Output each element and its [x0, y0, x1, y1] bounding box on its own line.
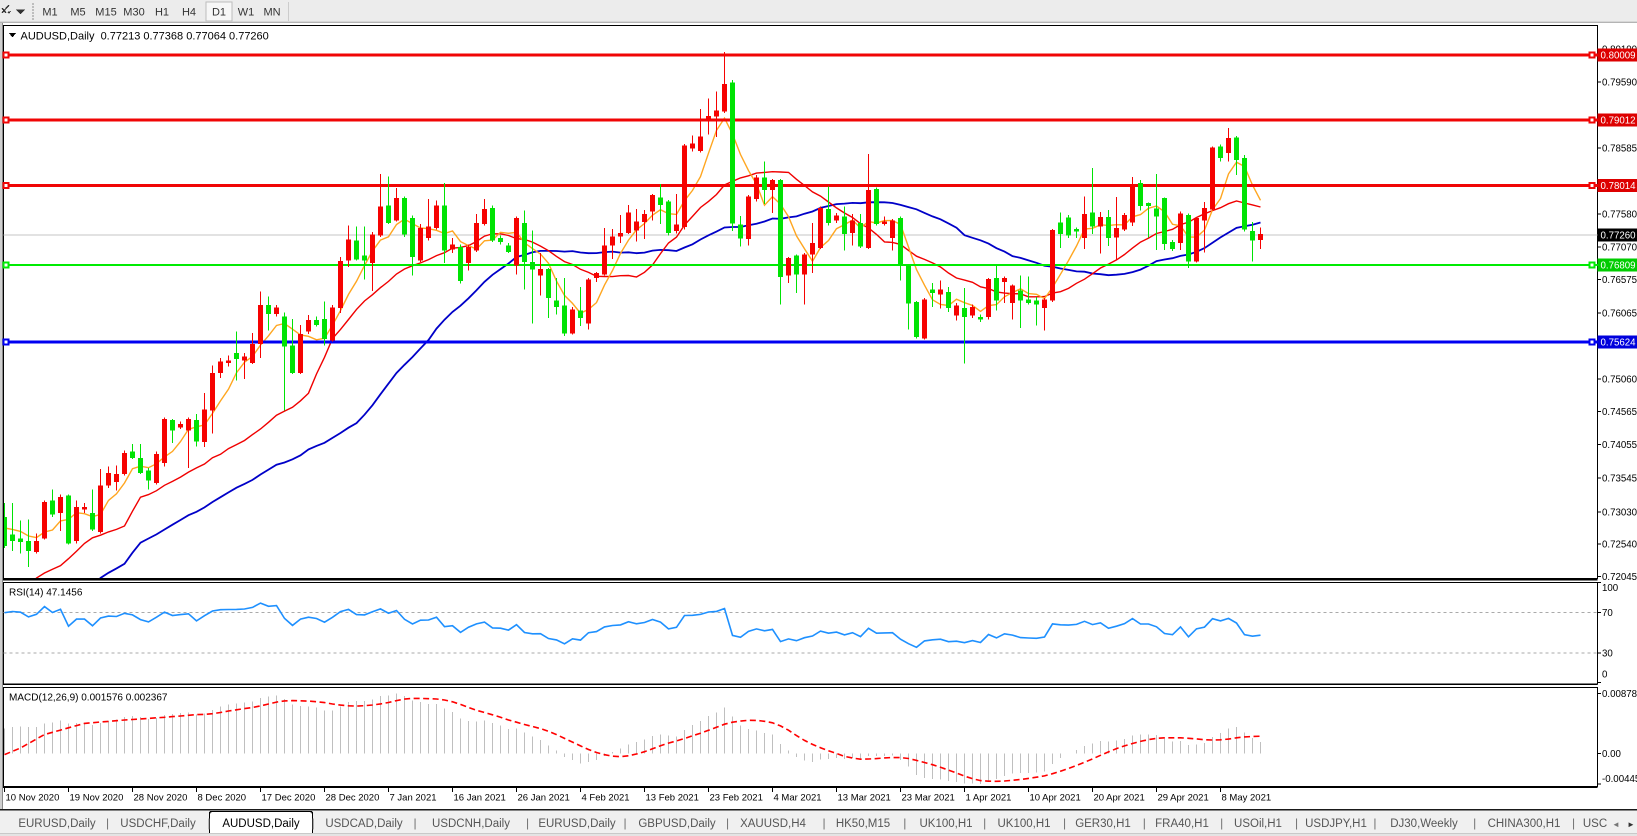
- svg-text:|: |: [413, 816, 416, 830]
- svg-text:0.73030: 0.73030: [1602, 507, 1637, 518]
- svg-text:0.80009: 0.80009: [1601, 51, 1636, 62]
- svg-text:►: ►: [1627, 820, 1635, 829]
- svg-text:100: 100: [1602, 583, 1619, 594]
- svg-text:4 Mar 2021: 4 Mar 2021: [774, 793, 822, 804]
- svg-text:|: |: [207, 816, 210, 830]
- svg-text:0.008782: 0.008782: [1602, 689, 1637, 700]
- svg-text:0.76065: 0.76065: [1602, 309, 1637, 320]
- svg-text:0.76575: 0.76575: [1602, 275, 1637, 286]
- svg-text:0.79012: 0.79012: [1601, 116, 1636, 127]
- svg-text:USDJPY,H1: USDJPY,H1: [1305, 818, 1367, 830]
- svg-text:|: |: [726, 816, 729, 830]
- svg-text:17 Dec 2020: 17 Dec 2020: [262, 793, 316, 804]
- svg-text:0.73545: 0.73545: [1602, 474, 1637, 485]
- svg-text:|: |: [822, 816, 825, 830]
- svg-text:|: |: [311, 816, 314, 830]
- svg-text:FRA40,H1: FRA40,H1: [1155, 818, 1209, 830]
- svg-text:|: |: [623, 816, 626, 830]
- svg-text:M15: M15: [95, 7, 116, 19]
- svg-text:|: |: [983, 816, 986, 830]
- svg-text:UK100,H1: UK100,H1: [919, 818, 972, 830]
- svg-text:CHINA300,H1: CHINA300,H1: [1488, 818, 1561, 830]
- svg-text:7 Jan 2021: 7 Jan 2021: [390, 793, 437, 804]
- svg-text:GER30,H1: GER30,H1: [1075, 818, 1131, 830]
- svg-text:USDCNH,Daily: USDCNH,Daily: [432, 818, 510, 830]
- svg-text:0.77580: 0.77580: [1602, 209, 1637, 220]
- svg-text:0.79590: 0.79590: [1602, 78, 1637, 89]
- svg-text:13 Feb 2021: 13 Feb 2021: [646, 793, 699, 804]
- svg-text:USDCAD,Daily: USDCAD,Daily: [325, 818, 403, 830]
- svg-text:0.72045: 0.72045: [1602, 572, 1637, 583]
- svg-text:13 Mar 2021: 13 Mar 2021: [838, 793, 891, 804]
- svg-text:10 Apr 2021: 10 Apr 2021: [1030, 793, 1081, 804]
- svg-text:28 Dec 2020: 28 Dec 2020: [326, 793, 380, 804]
- svg-text:0.77070: 0.77070: [1602, 243, 1637, 254]
- svg-text:8 Dec 2020: 8 Dec 2020: [198, 793, 247, 804]
- svg-text:USC: USC: [1583, 818, 1607, 830]
- svg-text:H4: H4: [182, 7, 196, 19]
- svg-text:0.78014: 0.78014: [1601, 181, 1637, 192]
- svg-text:8 May 2021: 8 May 2021: [1222, 793, 1272, 804]
- svg-text:◄: ◄: [1612, 820, 1620, 829]
- svg-text:0.74055: 0.74055: [1602, 440, 1637, 451]
- svg-text:GBPUSD,Daily: GBPUSD,Daily: [638, 818, 716, 830]
- svg-text:MACD(12,26,9) 0.001576 0.00236: MACD(12,26,9) 0.001576 0.002367: [9, 693, 168, 704]
- svg-text:4 Feb 2021: 4 Feb 2021: [582, 793, 630, 804]
- svg-text:M30: M30: [123, 7, 144, 19]
- svg-text:0.75624: 0.75624: [1601, 338, 1637, 349]
- svg-text:EURUSD,Daily: EURUSD,Daily: [18, 818, 96, 830]
- svg-text:0: 0: [1602, 670, 1608, 681]
- svg-text:0.76809: 0.76809: [1601, 261, 1636, 272]
- svg-text:M5: M5: [70, 7, 85, 19]
- svg-text:70: 70: [1602, 608, 1613, 619]
- svg-text:16 Jan 2021: 16 Jan 2021: [454, 793, 506, 804]
- svg-text:29 Apr 2021: 29 Apr 2021: [1158, 793, 1209, 804]
- svg-text:USOil,H1: USOil,H1: [1234, 818, 1282, 830]
- svg-text:0.78585: 0.78585: [1602, 144, 1637, 155]
- svg-text:26 Jan 2021: 26 Jan 2021: [518, 793, 570, 804]
- svg-text:-0.00445: -0.00445: [1602, 774, 1637, 785]
- svg-text:|: |: [1373, 816, 1376, 830]
- svg-text:|: |: [1143, 816, 1146, 830]
- svg-text:23 Mar 2021: 23 Mar 2021: [902, 793, 955, 804]
- svg-text:23 Feb 2021: 23 Feb 2021: [710, 793, 763, 804]
- svg-text:|: |: [903, 816, 906, 830]
- svg-text:0.00: 0.00: [1602, 749, 1621, 760]
- svg-text:D1: D1: [212, 7, 226, 19]
- svg-text:DJ30,Weekly: DJ30,Weekly: [1390, 818, 1458, 830]
- svg-text:EURUSD,Daily: EURUSD,Daily: [538, 818, 616, 830]
- svg-text:20 Apr 2021: 20 Apr 2021: [1094, 793, 1145, 804]
- svg-text:UK100,H1: UK100,H1: [997, 818, 1050, 830]
- svg-text:|: |: [1220, 816, 1223, 830]
- svg-text:|: |: [1295, 816, 1298, 830]
- svg-text:HK50,M15: HK50,M15: [836, 818, 890, 830]
- svg-text:XAUUSD,H4: XAUUSD,H4: [740, 818, 806, 830]
- svg-text:USDCHF,Daily: USDCHF,Daily: [120, 818, 196, 830]
- svg-text:0.75060: 0.75060: [1602, 374, 1637, 385]
- svg-text:0.72540: 0.72540: [1602, 539, 1637, 550]
- svg-text:|: |: [1063, 816, 1066, 830]
- svg-text:AUDUSD,Daily 0.77213 0.77368: AUDUSD,Daily 0.77213 0.77368 0.77064 0.7…: [21, 31, 269, 43]
- svg-text:|: |: [1473, 816, 1476, 830]
- svg-text:RSI(14) 47.1456: RSI(14) 47.1456: [9, 588, 83, 599]
- svg-text:|: |: [526, 816, 529, 830]
- svg-text:AUDUSD,Daily: AUDUSD,Daily: [222, 818, 300, 830]
- svg-text:28 Nov 2020: 28 Nov 2020: [134, 793, 188, 804]
- svg-text:M1: M1: [42, 7, 57, 19]
- svg-text:0.74565: 0.74565: [1602, 407, 1637, 418]
- svg-text:MN: MN: [263, 7, 280, 19]
- svg-text:W1: W1: [238, 7, 255, 19]
- svg-text:|: |: [1572, 816, 1575, 830]
- svg-text:|: |: [106, 816, 109, 830]
- svg-text:0.77260: 0.77260: [1601, 231, 1637, 242]
- svg-text:H1: H1: [155, 7, 169, 19]
- svg-text:19 Nov 2020: 19 Nov 2020: [70, 793, 124, 804]
- svg-text:30: 30: [1602, 648, 1613, 659]
- svg-text:1 Apr 2021: 1 Apr 2021: [966, 793, 1012, 804]
- svg-text:10 Nov 2020: 10 Nov 2020: [6, 793, 60, 804]
